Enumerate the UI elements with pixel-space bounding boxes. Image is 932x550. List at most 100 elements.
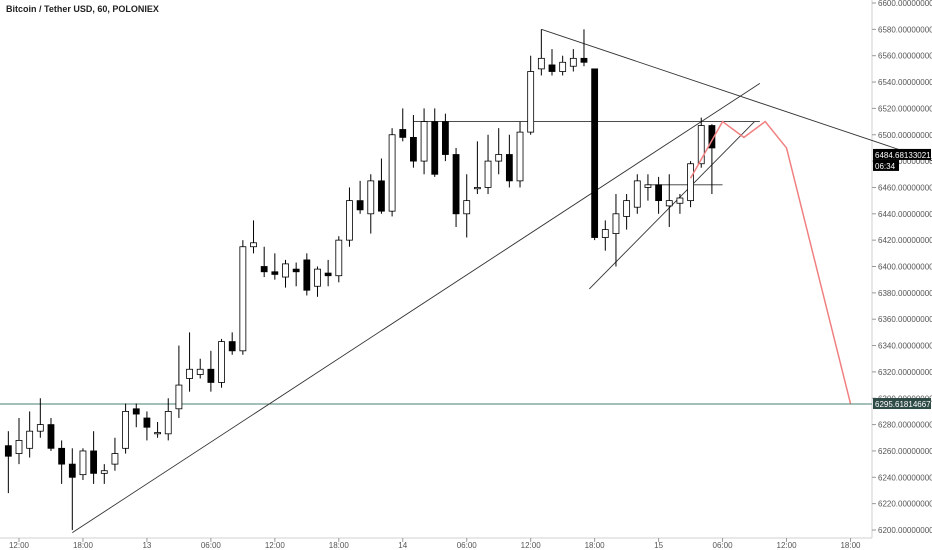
candle-body-down	[378, 180, 385, 212]
candle[interactable]	[271, 253, 279, 280]
y-tick-label: 6420.00000000	[878, 236, 932, 245]
candle-body-up	[367, 180, 375, 215]
candle[interactable]	[47, 418, 55, 451]
candle[interactable]	[58, 440, 66, 484]
candle[interactable]	[250, 220, 257, 254]
candle[interactable]	[346, 187, 353, 247]
candle[interactable]	[132, 403, 140, 428]
candle[interactable]	[356, 180, 364, 214]
candle[interactable]	[548, 49, 556, 76]
candle[interactable]	[633, 174, 641, 214]
x-tick-label: 12:00	[777, 541, 798, 550]
candle[interactable]	[122, 403, 129, 454]
candle[interactable]	[239, 240, 247, 355]
x-tick-label: 12:00	[521, 541, 542, 550]
candle[interactable]	[378, 158, 385, 214]
trendline-descending-resistance[interactable]	[541, 28, 932, 188]
x-tick-label: 12:00	[265, 541, 286, 550]
candle-body-down	[132, 408, 140, 415]
candle[interactable]	[708, 124, 716, 195]
candle[interactable]	[68, 448, 76, 530]
candle[interactable]	[164, 398, 172, 441]
candle[interactable]	[111, 437, 119, 471]
candle[interactable]	[324, 259, 332, 287]
candle[interactable]	[463, 174, 471, 238]
candle[interactable]	[580, 29, 588, 67]
candle[interactable]	[420, 108, 428, 175]
candle[interactable]	[687, 161, 694, 208]
trendline-rising-support[interactable]	[72, 82, 761, 534]
candle[interactable]	[388, 128, 396, 217]
candle[interactable]	[452, 147, 460, 227]
candle[interactable]	[36, 398, 44, 438]
y-tick-label: 6360.00000000	[878, 315, 932, 324]
candle[interactable]	[505, 134, 513, 188]
y-tick-label: 6320.00000000	[878, 368, 932, 377]
candle[interactable]	[218, 338, 225, 388]
candle-body-down	[591, 68, 599, 238]
candle-body-down	[708, 125, 716, 149]
candle[interactable]	[292, 262, 300, 287]
candle[interactable]	[441, 113, 449, 162]
candle[interactable]	[569, 49, 577, 72]
candle[interactable]	[559, 55, 567, 76]
y-tick-label: 6500.00000000	[878, 131, 932, 140]
candle[interactable]	[601, 220, 609, 251]
candle[interactable]	[314, 266, 321, 297]
candle[interactable]	[623, 194, 631, 230]
candle[interactable]	[90, 431, 98, 484]
candle-body-up	[111, 453, 119, 465]
candle[interactable]	[335, 236, 343, 283]
candle[interactable]	[207, 350, 215, 392]
candle[interactable]	[591, 68, 599, 241]
candle[interactable]	[484, 134, 492, 195]
candle-body-down	[90, 450, 98, 474]
candle-body-down	[292, 268, 300, 273]
candle[interactable]	[175, 345, 183, 419]
candle-body-up	[633, 180, 641, 208]
candle[interactable]	[4, 431, 12, 494]
candle[interactable]	[399, 108, 407, 142]
candle-body-up	[612, 213, 620, 234]
candle-body-down	[655, 184, 662, 202]
candle-body-down	[68, 463, 76, 478]
x-tick-label: 18:00	[840, 541, 861, 550]
candle[interactable]	[431, 108, 439, 177]
candle[interactable]	[527, 55, 535, 135]
candle[interactable]	[495, 128, 503, 175]
candle[interactable]	[282, 259, 289, 288]
candle[interactable]	[612, 194, 620, 267]
candle[interactable]	[367, 174, 375, 234]
y-tick-label: 6200.00000000	[878, 526, 932, 535]
candle[interactable]	[516, 121, 524, 188]
candle[interactable]	[15, 418, 23, 465]
candle-body-down	[271, 271, 279, 275]
candle-body-up	[26, 430, 34, 449]
candle[interactable]	[473, 141, 481, 195]
candle[interactable]	[303, 253, 311, 296]
candle[interactable]	[26, 411, 34, 458]
candles	[4, 29, 716, 530]
candle-body-down	[58, 447, 66, 465]
candle[interactable]	[537, 29, 545, 76]
candle[interactable]	[410, 114, 417, 168]
candle-body-down	[399, 129, 407, 138]
candle[interactable]	[665, 174, 673, 227]
x-axis-ticks: 12:00 18:00 13 06:00 12:00 18:00 14 06:00 12:00 1…	[9, 538, 861, 550]
candle[interactable]	[655, 176, 662, 214]
candle[interactable]	[260, 246, 268, 278]
candle[interactable]	[186, 332, 193, 392]
x-tick-label: 18:00	[585, 541, 606, 550]
candle[interactable]	[100, 464, 108, 484]
candle[interactable]	[676, 194, 684, 214]
candle-body-up	[665, 200, 673, 207]
projection-path[interactable]	[689, 120, 852, 404]
candle[interactable]	[79, 448, 87, 480]
candle[interactable]	[228, 332, 236, 355]
candle[interactable]	[644, 174, 652, 201]
candle[interactable]	[154, 421, 161, 438]
candle[interactable]	[196, 358, 204, 379]
x-tick-label: 18:00	[73, 541, 94, 550]
candle[interactable]	[143, 411, 151, 441]
